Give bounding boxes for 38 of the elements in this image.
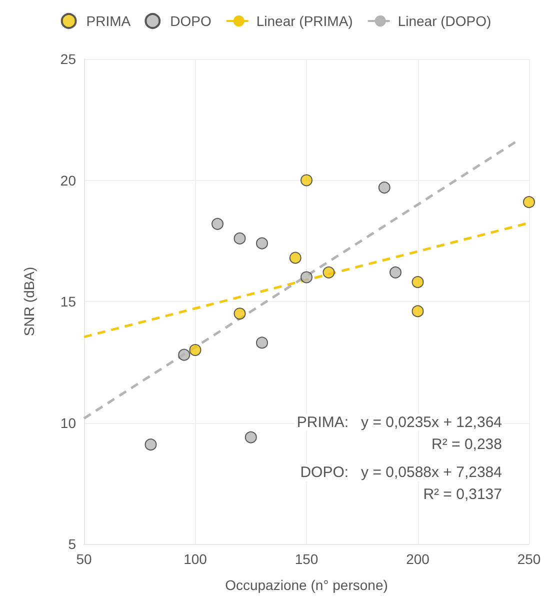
legend-label: Linear (DOPO) — [398, 13, 492, 29]
point — [212, 218, 224, 230]
point — [289, 252, 302, 264]
x-tick-label: 50 — [76, 551, 92, 567]
y-tick-label: 10 — [60, 414, 76, 431]
annotation: PRIMA: y = 0,0235x + 12,364 — [296, 414, 502, 431]
point — [412, 276, 424, 288]
legend-label: DOPO — [170, 13, 212, 29]
x-tick-label: 250 — [517, 551, 541, 567]
point — [234, 308, 246, 320]
y-tick-label: 15 — [60, 294, 76, 310]
point — [300, 174, 312, 186]
annotation: DOPO: y = 0,0588x + 7,2384 — [300, 464, 502, 481]
point — [256, 336, 268, 349]
y-axis-title: SNR (dBA) — [21, 266, 37, 336]
y-tick-label: 5 — [68, 536, 76, 552]
point — [322, 266, 335, 278]
point — [178, 348, 190, 361]
y-tick-label: 20 — [60, 172, 76, 188]
legend-label: PRIMA — [86, 13, 132, 29]
legend-label: Linear (PRIMA) — [256, 13, 353, 29]
point — [256, 237, 268, 250]
point — [390, 266, 402, 278]
point — [234, 232, 246, 244]
annotation: R² = 0,3137 — [423, 486, 502, 503]
x-tick-label: 100 — [184, 551, 208, 567]
point — [412, 305, 424, 318]
point — [144, 438, 157, 451]
point — [523, 196, 535, 208]
point — [300, 271, 312, 284]
point — [189, 344, 202, 356]
x-tick-label: 200 — [406, 551, 430, 567]
annotation: R² = 0,238 — [432, 436, 502, 453]
point — [244, 431, 257, 444]
x-tick-label: 150 — [294, 551, 318, 567]
x-axis-title: Occupazione (n° persone) — [225, 577, 388, 593]
point — [378, 182, 390, 194]
y-tick-label: 25 — [60, 51, 76, 67]
